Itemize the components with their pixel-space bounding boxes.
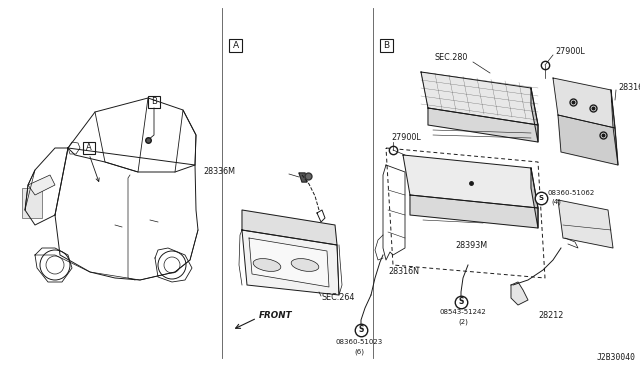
Text: 28316N: 28316N (388, 267, 419, 276)
Text: SEC.280: SEC.280 (435, 54, 468, 62)
Text: S: S (538, 195, 543, 201)
Polygon shape (511, 282, 528, 305)
Polygon shape (428, 108, 538, 142)
Text: 28212: 28212 (538, 311, 563, 320)
Text: 08360-51062: 08360-51062 (547, 190, 595, 196)
Text: S: S (358, 326, 364, 334)
Polygon shape (28, 175, 55, 195)
Polygon shape (558, 200, 613, 248)
Text: (2): (2) (458, 319, 468, 325)
Ellipse shape (253, 259, 281, 272)
FancyBboxPatch shape (148, 96, 160, 108)
FancyBboxPatch shape (229, 39, 242, 52)
Text: SEC.264: SEC.264 (322, 294, 355, 302)
Text: 28393M: 28393M (455, 241, 487, 250)
FancyBboxPatch shape (83, 142, 95, 154)
Text: 08543-51242: 08543-51242 (440, 309, 486, 315)
Text: 08360-51023: 08360-51023 (335, 339, 383, 345)
Text: (4): (4) (551, 199, 561, 205)
Text: 28336M: 28336M (203, 167, 235, 176)
Text: S: S (458, 298, 464, 307)
Polygon shape (531, 88, 538, 142)
Polygon shape (553, 78, 615, 128)
Text: A: A (86, 144, 92, 153)
Polygon shape (421, 72, 538, 125)
Ellipse shape (291, 259, 319, 272)
Text: 27900L: 27900L (391, 134, 420, 142)
Polygon shape (242, 210, 337, 245)
Text: B: B (151, 97, 157, 106)
Text: J2B30040: J2B30040 (597, 353, 636, 362)
Polygon shape (558, 115, 618, 165)
Polygon shape (403, 155, 538, 208)
FancyBboxPatch shape (380, 39, 393, 52)
Polygon shape (410, 195, 538, 228)
Text: (6): (6) (354, 349, 364, 355)
Text: B: B (383, 42, 390, 51)
Text: 28316NA: 28316NA (618, 83, 640, 93)
Text: FRONT: FRONT (259, 311, 292, 320)
Text: 27900L: 27900L (555, 48, 585, 57)
Polygon shape (249, 238, 329, 287)
FancyBboxPatch shape (22, 188, 42, 218)
Polygon shape (299, 173, 307, 182)
Polygon shape (611, 90, 618, 165)
Polygon shape (531, 168, 538, 228)
Polygon shape (242, 230, 339, 295)
Text: A: A (232, 42, 239, 51)
